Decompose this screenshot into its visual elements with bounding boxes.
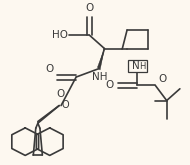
Text: O: O [158, 74, 166, 84]
Text: HO: HO [52, 30, 68, 40]
Text: O: O [56, 89, 64, 99]
Text: O: O [45, 64, 54, 74]
Text: O: O [62, 100, 70, 110]
Text: N: N [132, 61, 139, 71]
Polygon shape [97, 49, 104, 70]
FancyBboxPatch shape [128, 60, 147, 72]
Text: O: O [85, 3, 93, 13]
Text: NH: NH [92, 72, 108, 82]
Text: O: O [106, 80, 114, 90]
Text: H: H [139, 62, 145, 71]
